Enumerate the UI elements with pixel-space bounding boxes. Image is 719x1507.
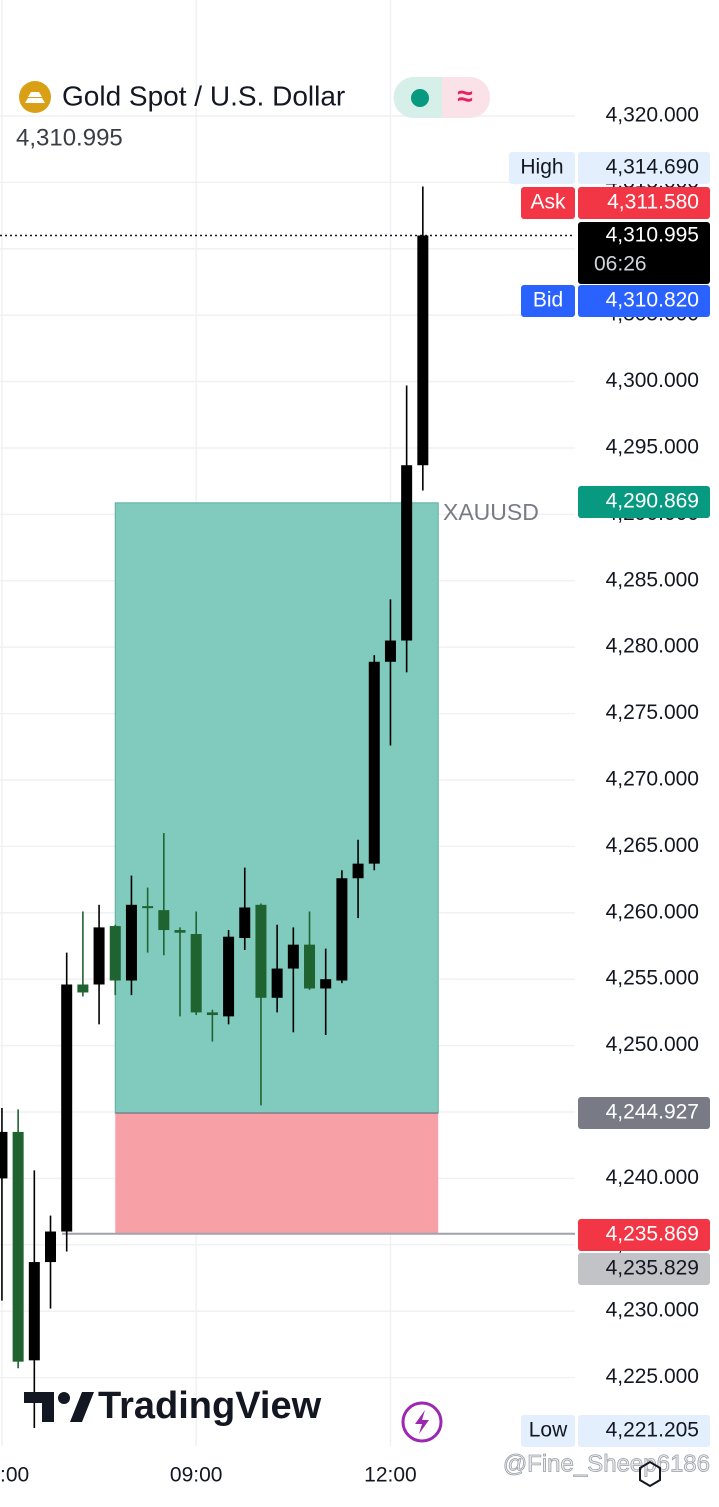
candle-body	[61, 984, 73, 1232]
candle-body	[28, 1262, 40, 1361]
candle-body	[304, 944, 316, 989]
profit-zone	[114, 502, 439, 1114]
header: Gold Spot / U.S. Dollar 4,310.995 ≈	[16, 77, 490, 151]
price-label: 4,314.690	[606, 156, 699, 179]
lightning-icon	[415, 1410, 429, 1434]
y-tick-label: 4,250.000	[606, 1033, 699, 1056]
x-tick-label: 09:00	[170, 1464, 223, 1487]
candle-body	[174, 930, 186, 933]
logo-mark-v	[70, 1392, 94, 1422]
price-label-box	[578, 1415, 710, 1447]
logo-mark-t	[24, 1392, 54, 1422]
candle-body	[239, 907, 251, 939]
price-label: 4,235.829	[606, 1257, 699, 1280]
price-label-time: 06:26	[594, 253, 647, 276]
logo-text: TradingView	[98, 1385, 322, 1427]
price-label-box	[578, 222, 710, 284]
candle-body	[417, 235, 429, 466]
candle-body	[336, 878, 348, 981]
candle-body	[223, 936, 235, 1017]
price-label: 4,244.927	[606, 1101, 699, 1124]
y-tick-label: 4,230.000	[606, 1299, 699, 1322]
candle-body	[45, 1231, 57, 1263]
candle-body	[384, 640, 396, 662]
price-tag-box	[521, 187, 575, 219]
logo-mark-dot	[58, 1392, 70, 1404]
x-tick-label: :00	[0, 1464, 29, 1487]
loss-zone	[115, 1112, 439, 1234]
candle-body	[255, 904, 267, 998]
y-tick-label: 4,320.000	[606, 103, 699, 126]
price-label-box	[578, 486, 710, 518]
pill-mark: ≈	[457, 80, 472, 111]
price-tag-box	[521, 285, 575, 317]
candle-body	[158, 910, 170, 931]
y-tick-label: 4,265.000	[606, 834, 699, 857]
candle-body	[125, 904, 137, 981]
lightning-button[interactable]	[401, 1401, 443, 1443]
symbol-icon-bars	[25, 92, 45, 103]
candle-body	[12, 1131, 24, 1362]
price-label: 4,221.205	[606, 1419, 699, 1442]
price-tag: Ask	[530, 191, 566, 214]
candle-body	[0, 1131, 8, 1179]
candle-body	[271, 968, 283, 998]
x-tick-label: 12:00	[364, 1464, 417, 1487]
price-tag-box	[509, 152, 575, 184]
candle-body	[93, 927, 105, 985]
price-label: 4,310.995	[606, 224, 699, 247]
price-label-box	[578, 152, 710, 184]
price-tag: High	[520, 156, 563, 179]
candle-body	[77, 984, 89, 993]
candle-body	[352, 863, 364, 879]
price-tag: Low	[529, 1419, 568, 1442]
candle-body	[109, 926, 121, 981]
candle-body	[320, 979, 332, 989]
price-label-box	[578, 1097, 710, 1129]
price-label-box	[578, 285, 710, 317]
price-tag: XAUUSD	[443, 499, 539, 525]
price-label: 4,310.820	[606, 289, 699, 312]
y-tick-label: 4,270.000	[606, 768, 699, 791]
last-price: 4,310.995	[16, 124, 123, 151]
y-tick-label: 4,295.000	[606, 436, 699, 459]
y-tick-label: 4,300.000	[606, 369, 699, 392]
price-tag-box	[521, 1415, 575, 1447]
plot	[0, 0, 575, 1446]
watermark: @Fine_Sheep6186	[503, 1450, 710, 1477]
price-axis: 4,225.0004,230.0004,235.0004,240.0004,24…	[443, 103, 710, 1447]
price-label: 4,235.869	[606, 1223, 699, 1246]
y-tick-label: 4,225.000	[606, 1365, 699, 1388]
y-tick-label: 4,275.000	[606, 701, 699, 724]
y-tick-label: 4,240.000	[606, 1166, 699, 1189]
candle-body	[401, 465, 413, 641]
candle-body	[190, 934, 202, 1013]
price-label-box	[578, 1219, 710, 1251]
price-label-box	[578, 1253, 710, 1285]
market-open-dot	[411, 89, 429, 107]
price-tag: Bid	[533, 289, 563, 312]
branding: TradingView @Fine_Sheep6186	[24, 1385, 710, 1488]
y-tick-label: 4,255.000	[606, 967, 699, 990]
symbol-title: Gold Spot / U.S. Dollar	[62, 80, 345, 111]
settings-icon[interactable]	[639, 1460, 661, 1488]
candle-body	[206, 1012, 218, 1016]
y-tick-label: 4,260.000	[606, 900, 699, 923]
price-label: 4,290.869	[606, 490, 699, 513]
candle-body	[287, 944, 299, 969]
candle-body	[368, 661, 380, 864]
candle-body	[142, 906, 154, 909]
price-label: 4,311.580	[607, 191, 699, 214]
price-label-box	[578, 187, 710, 219]
y-tick-label: 4,280.000	[606, 635, 699, 658]
y-tick-label: 4,285.000	[606, 568, 699, 591]
